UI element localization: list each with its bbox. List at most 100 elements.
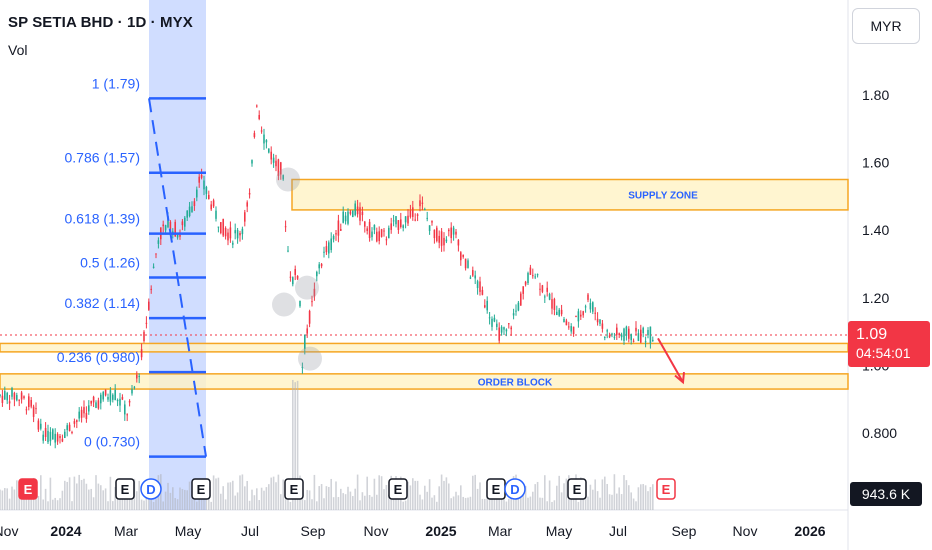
candle-body	[191, 206, 193, 213]
volume-bar	[68, 477, 71, 510]
candle-body	[4, 391, 6, 400]
candle-body	[575, 316, 577, 318]
fib-trend-line[interactable]	[148, 98, 207, 457]
volume-bar	[109, 476, 112, 510]
volume-bar	[476, 488, 479, 510]
volume-bar	[380, 476, 383, 510]
candle-body	[349, 211, 352, 214]
volume-bar	[565, 478, 568, 510]
candle-body	[47, 430, 49, 443]
candle-body	[498, 327, 500, 341]
candle-body	[582, 311, 584, 316]
candle-body	[491, 318, 493, 327]
candle-body	[584, 306, 587, 308]
zone-rect[interactable]	[291, 178, 849, 211]
fib-level-label: 0.618 (1.39)	[65, 211, 141, 227]
earnings-event-marker[interactable]	[656, 478, 676, 500]
projection-arrow[interactable]	[657, 337, 684, 383]
candle-body	[68, 424, 71, 432]
candle-body	[54, 433, 56, 443]
candle-body	[287, 250, 289, 252]
volume-bar	[640, 484, 642, 510]
candle-body	[64, 431, 66, 438]
volume-bar	[272, 476, 275, 510]
candle-body	[32, 406, 35, 417]
volume-bar	[88, 489, 90, 510]
earnings-event-marker[interactable]	[115, 478, 135, 500]
candle-body	[323, 251, 325, 253]
candle-body	[1, 395, 4, 403]
earnings-event-marker[interactable]	[284, 478, 304, 500]
candle-body	[42, 434, 44, 441]
volume-bar	[438, 486, 440, 510]
volume-bar	[83, 478, 85, 510]
candle-body	[260, 130, 263, 132]
volume-bar	[92, 497, 95, 510]
volume-bar	[491, 496, 493, 510]
candle-body	[59, 436, 61, 439]
symbol-legend[interactable]: SP SETIA BHD · 1D · MYX	[8, 14, 193, 31]
dividend-event-marker[interactable]	[140, 478, 162, 500]
earnings-event-marker[interactable]	[18, 478, 38, 500]
volume-bar	[616, 493, 618, 510]
volume-bar	[224, 499, 227, 510]
volume-bar	[179, 487, 181, 510]
currency-button[interactable]: MYR	[852, 8, 920, 44]
candle-body	[577, 311, 580, 322]
candle-body	[402, 225, 404, 228]
candle-body	[534, 276, 536, 278]
candle-body	[140, 349, 143, 358]
time-tick-label: 2026	[794, 523, 825, 539]
candle-body	[272, 157, 275, 163]
volume-bar	[637, 487, 640, 510]
date-range-highlight[interactable]	[149, 0, 206, 510]
candle-body	[212, 200, 215, 207]
candle-body	[167, 216, 169, 228]
candle-body	[116, 400, 119, 402]
time-tick-label: May	[175, 523, 201, 539]
volume-bar	[364, 495, 366, 510]
volume-bar	[104, 488, 107, 510]
volume-bar	[210, 501, 212, 510]
marker-circle	[276, 167, 300, 192]
earnings-event-marker[interactable]	[567, 478, 587, 500]
volume-bar	[534, 484, 536, 510]
candle-body	[380, 229, 383, 237]
event-marker-label: D	[146, 482, 155, 497]
candle-body	[232, 242, 234, 245]
candle-body	[599, 319, 601, 324]
candle-body	[392, 220, 395, 222]
earnings-event-marker[interactable]	[191, 478, 211, 500]
candle-body	[124, 404, 126, 415]
volume-bar	[172, 487, 174, 510]
volume-bar	[246, 480, 248, 510]
candle-body	[548, 294, 551, 300]
volume-bar	[121, 496, 124, 510]
volume-bar	[236, 492, 239, 510]
volume-bar	[404, 500, 407, 510]
volume-bar	[505, 501, 508, 510]
volume-bar	[167, 482, 169, 510]
volume-bar	[455, 491, 457, 510]
candle-body	[299, 300, 301, 307]
volume-bar	[541, 497, 544, 510]
volume-bar	[347, 486, 349, 510]
dividend-event-marker[interactable]	[504, 478, 526, 500]
candle-body	[44, 427, 47, 438]
volume-bar	[443, 480, 445, 510]
earnings-event-marker[interactable]	[388, 478, 408, 500]
volume-bar	[529, 496, 532, 510]
volume-bar	[73, 476, 76, 510]
candle-body	[49, 431, 52, 442]
candle-body	[311, 301, 313, 303]
zone-rect[interactable]	[0, 373, 849, 390]
volume-bar	[553, 500, 556, 510]
volume-bar	[469, 496, 472, 510]
volume-bar	[52, 499, 54, 510]
volume-bar	[356, 474, 359, 510]
volume-bar	[532, 491, 534, 510]
price-tick-label: 1.80	[862, 87, 889, 103]
volume-bar	[0, 489, 1, 510]
